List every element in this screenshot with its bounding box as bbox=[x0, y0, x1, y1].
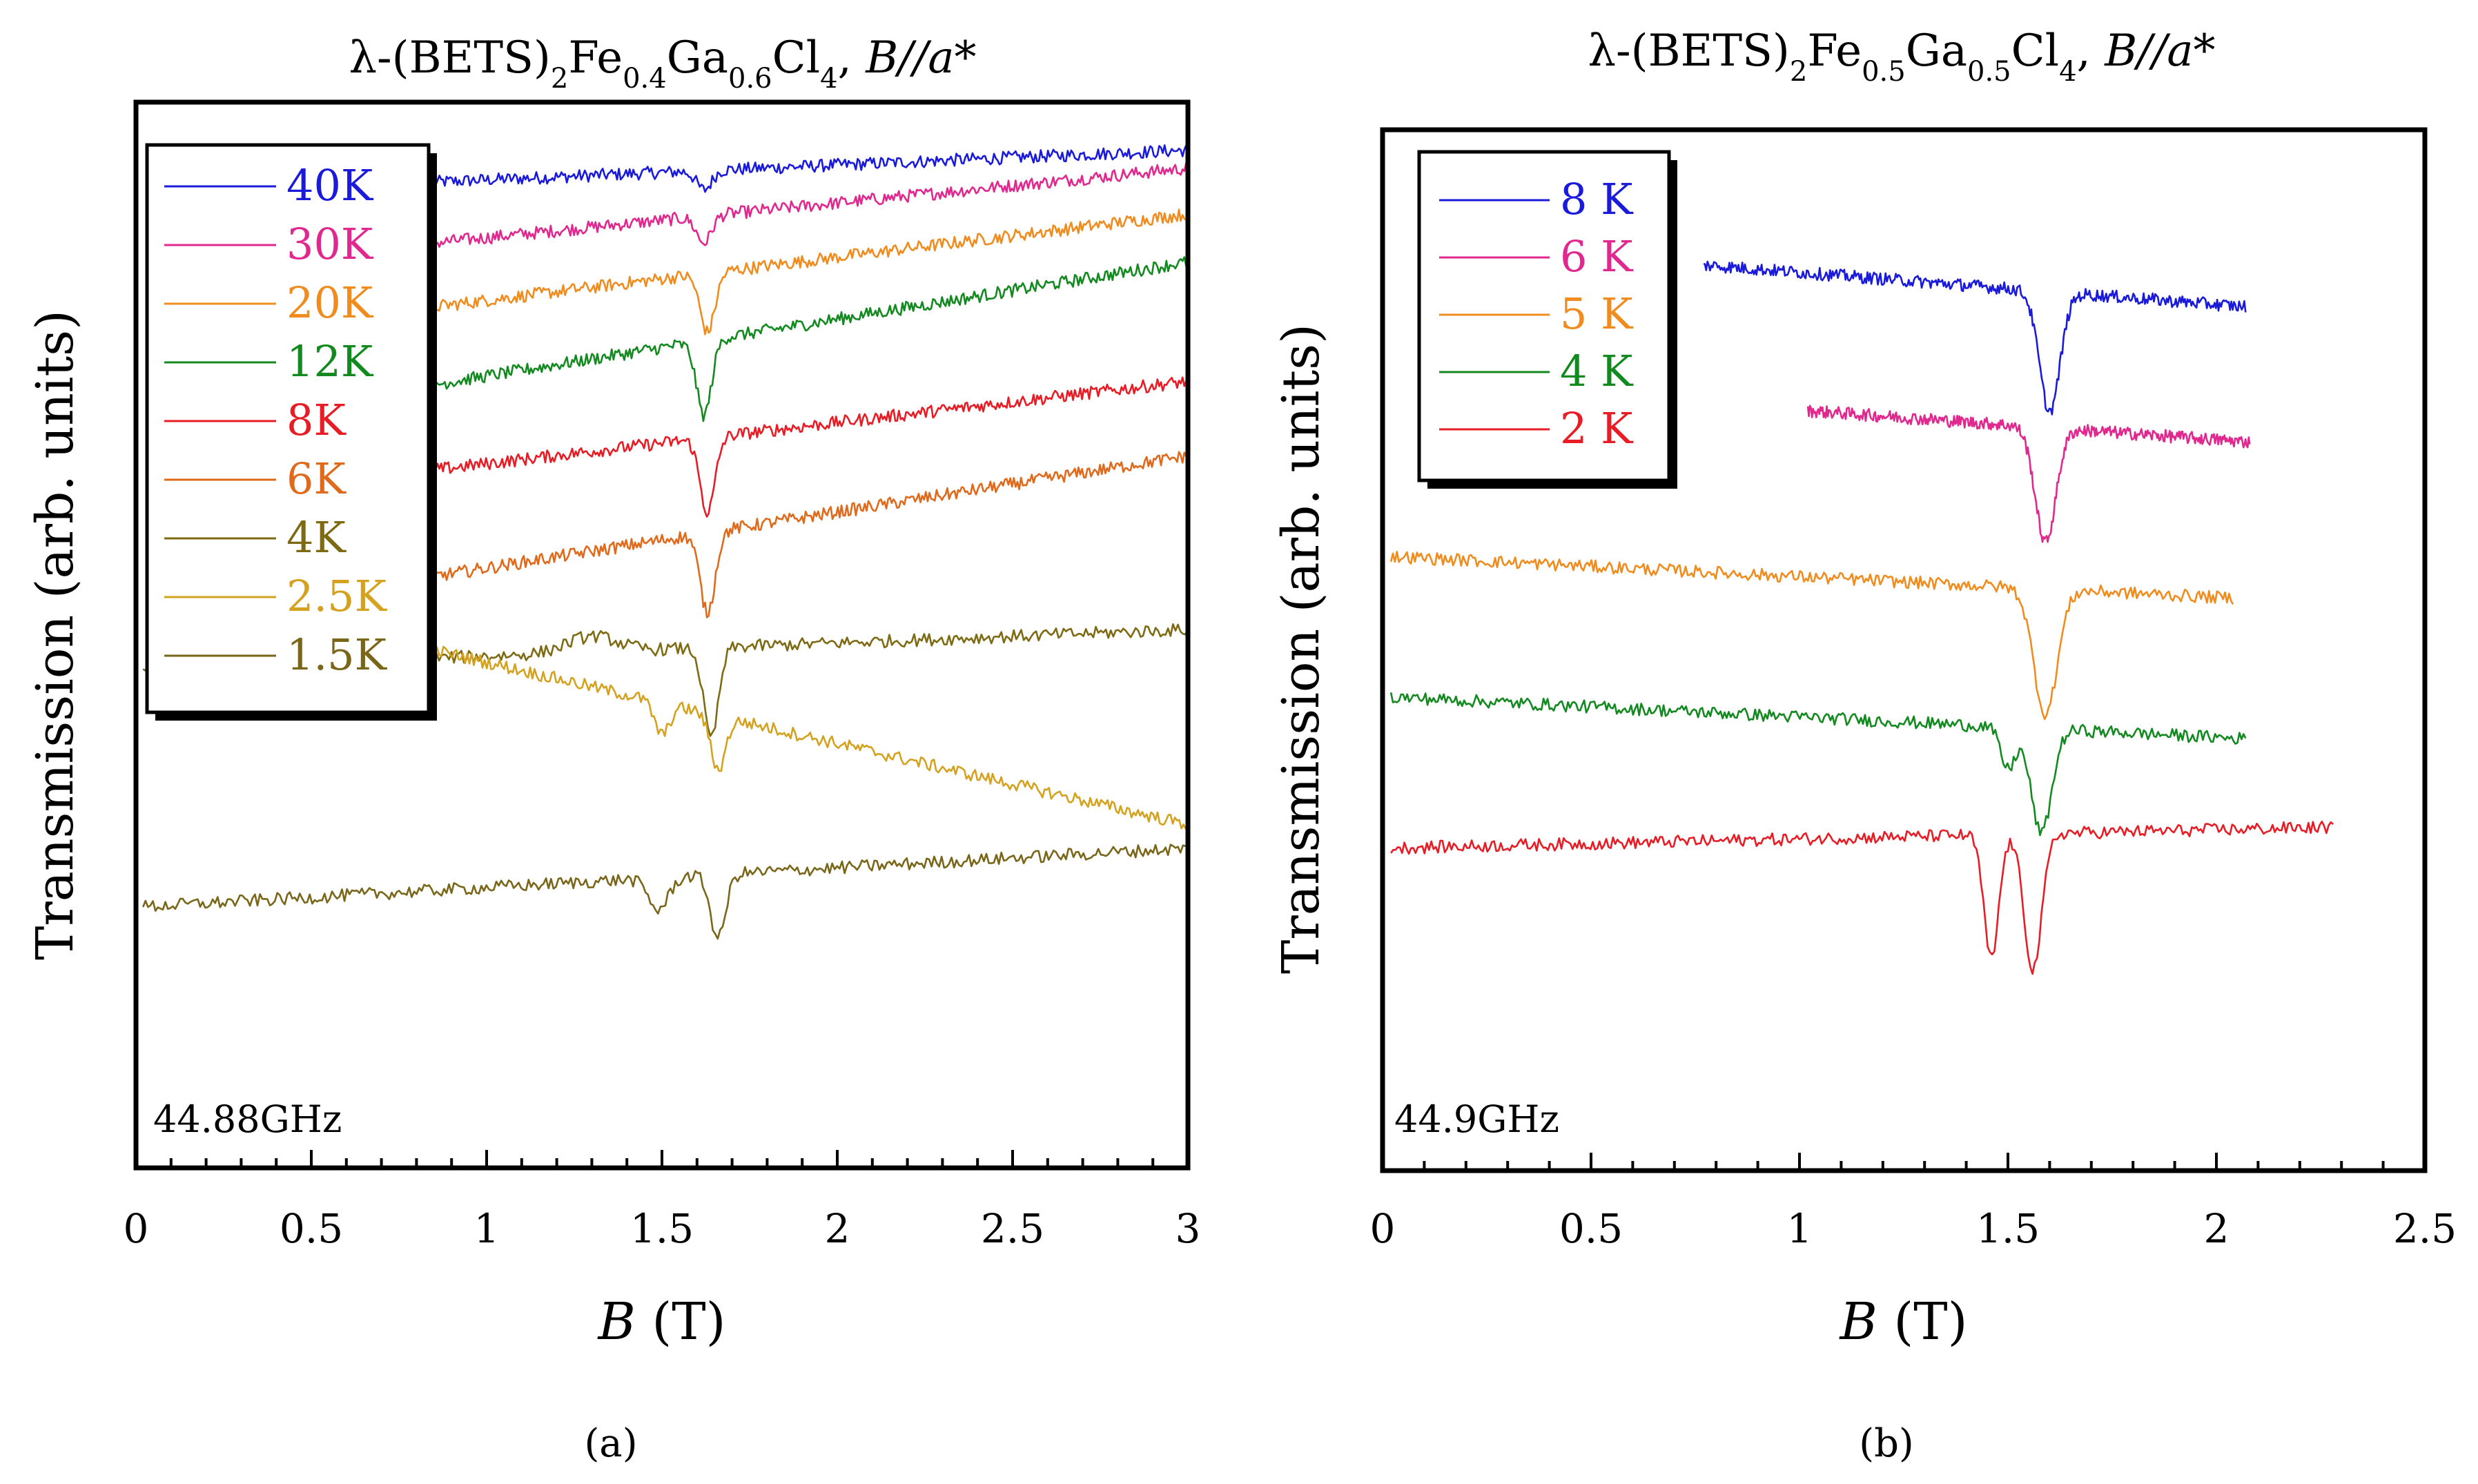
panel-a-x-tick-label: 1 bbox=[474, 1205, 500, 1252]
panel-a-title: λ-(BETS)2Fe0.4Ga0.6Cl4, B//a* bbox=[349, 32, 976, 95]
panel-a-x-tick-label: 0.5 bbox=[280, 1205, 343, 1252]
legend-label-6-k: 6 K bbox=[1560, 231, 1634, 282]
legend-label-2-5k: 2.5K bbox=[286, 571, 388, 621]
panel-b-legend-box bbox=[1417, 150, 1671, 482]
legend-label-30k: 30K bbox=[286, 219, 374, 269]
legend-label-5-k: 5 K bbox=[1560, 289, 1634, 339]
legend-label-20k: 20K bbox=[286, 277, 374, 328]
panel-b-series-line bbox=[1703, 260, 2247, 416]
panel-b-series-line bbox=[1389, 692, 2247, 837]
legend-label-12k: 12K bbox=[286, 336, 374, 387]
legend-label-2-k: 2 K bbox=[1560, 403, 1634, 453]
panel-a-x-ticks bbox=[135, 1150, 1189, 1168]
panel-a-x-tick-label: 0 bbox=[124, 1205, 149, 1252]
panel-a-legend-lines bbox=[164, 185, 276, 657]
panel-b-x-tick-label: 1 bbox=[1787, 1205, 1813, 1252]
panel-b-chart: λ-(BETS)2Fe0.5Ga0.5Cl4, B//a* 0 0.5 1 1.… bbox=[1271, 26, 2457, 1466]
legend-label-40k: 40K bbox=[286, 160, 374, 211]
legend-label-1-5k: 1.5K bbox=[286, 629, 388, 680]
legend-label-8k: 8K bbox=[286, 395, 347, 445]
panel-b-y-axis-label: Transmission (arb. units) bbox=[1271, 324, 1331, 974]
panel-a-frequency-annotation: 44.88GHz bbox=[153, 1097, 342, 1141]
panel-b-x-tick-label: 1.5 bbox=[1976, 1205, 2040, 1252]
panel-b-frequency-annotation: 44.9GHz bbox=[1394, 1097, 1559, 1141]
panel-a-x-tick-label: 3 bbox=[1175, 1205, 1201, 1252]
panel-b-label: (b) bbox=[1859, 1421, 1914, 1466]
panel-b-title: λ-(BETS)2Fe0.5Ga0.5Cl4, B//a* bbox=[1588, 26, 2215, 88]
panel-b-x-axis-label: B (T) bbox=[1838, 1292, 1967, 1351]
legend-label-4k: 4K bbox=[286, 512, 347, 563]
panel-b-x-tick-label: 0 bbox=[1370, 1205, 1396, 1252]
panel-a-series-line bbox=[433, 144, 1189, 193]
panel-b-legend-lines bbox=[1439, 199, 1550, 431]
panel-b-series-line bbox=[1390, 821, 2334, 975]
panel-b-x-tick-label: 2.5 bbox=[2393, 1205, 2457, 1252]
panel-b-series-line bbox=[1806, 404, 2251, 543]
panel-a-series-line bbox=[433, 376, 1189, 518]
panel-a-x-axis-label: B (T) bbox=[596, 1292, 725, 1351]
panel-a-label: (a) bbox=[584, 1421, 637, 1466]
panel-a-series-line bbox=[142, 843, 1189, 940]
panel-a-series-line bbox=[433, 162, 1189, 248]
panel-a-legend: 40K 30K 20K 12K 8K 6K 4K 2.5K 1.5K bbox=[145, 143, 437, 721]
panel-a-legend-box bbox=[145, 143, 431, 714]
legend-label-6k: 6K bbox=[286, 453, 347, 504]
panel-a-series-line bbox=[433, 256, 1189, 422]
panel-a-x-tick-labels: 0 0.5 1 1.5 2 2.5 3 bbox=[124, 1205, 1201, 1252]
legend-label-8-k: 8 K bbox=[1560, 174, 1634, 224]
panel-a-y-axis-label: Transmission (arb. units) bbox=[26, 310, 85, 960]
panel-b-frame bbox=[1380, 127, 2428, 1173]
panel-b-x-tick-label: 0.5 bbox=[1559, 1205, 1623, 1252]
panel-a-series-line bbox=[433, 208, 1189, 335]
panel-a-chart: λ-(BETS)2Fe0.4Ga0.6Cl4, B//a* 0 0.5 1 1.… bbox=[26, 32, 1200, 1466]
panel-a-x-tick-label: 2 bbox=[825, 1205, 850, 1252]
panel-b-legend: 8 K 6 K 5 K 4 K 2 K bbox=[1417, 150, 1677, 489]
panel-b-series-line bbox=[1389, 551, 2234, 721]
legend-label-4-k: 4 K bbox=[1560, 346, 1634, 396]
panel-a-x-tick-label: 1.5 bbox=[630, 1205, 694, 1252]
panel-b-x-tick-labels: 0 0.5 1 1.5 2 2.5 bbox=[1370, 1205, 2457, 1252]
panel-a-series-line bbox=[433, 451, 1189, 618]
panel-b-x-ticks bbox=[1381, 1153, 2426, 1171]
panel-a-x-tick-label: 2.5 bbox=[981, 1205, 1044, 1252]
panel-b-x-tick-label: 2 bbox=[2204, 1205, 2230, 1252]
panel-b-plot-area bbox=[1389, 260, 2334, 975]
